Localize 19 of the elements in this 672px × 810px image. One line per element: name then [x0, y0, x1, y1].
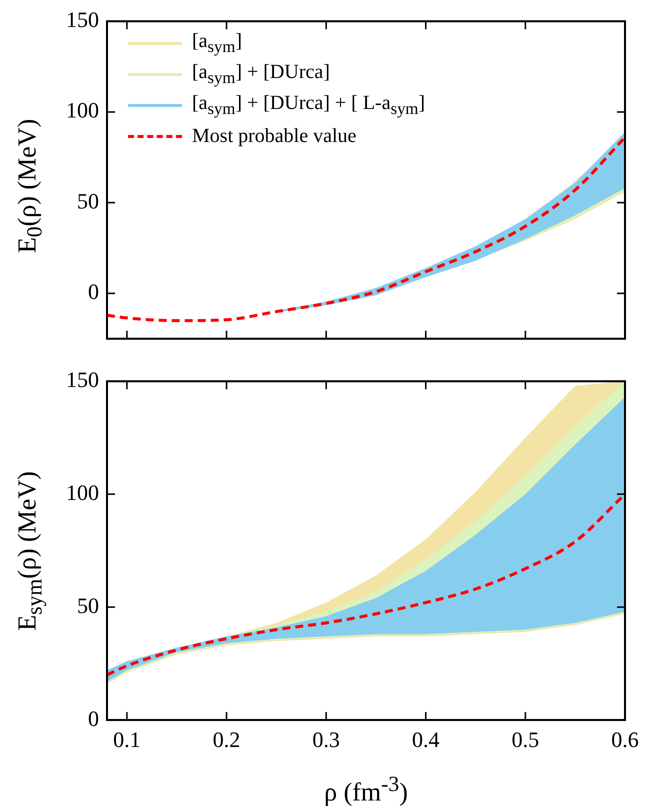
legend-label: [a$_{sym}$] + [DUrca]	[192, 61, 330, 88]
x-tick-label: 0.6	[611, 726, 639, 752]
x-tick-label: 0.2	[212, 726, 240, 752]
x-tick-label: 0.4	[412, 726, 440, 752]
y-tick-label: 100	[66, 98, 99, 123]
legend-label: Most probable value	[192, 125, 356, 148]
x-axis-title: ρ (fm$^{-3}$)	[324, 772, 408, 808]
y-tick-label: 0	[88, 279, 99, 304]
legend-label: [a$_{sym}$]	[192, 30, 242, 57]
y-tick-label: 50	[77, 592, 99, 618]
y-tick-label: 150	[66, 366, 99, 392]
x-tick-label: 0.3	[312, 726, 340, 752]
y-tick-label: 50	[77, 188, 99, 214]
y-tick-label: 150	[66, 6, 99, 32]
legend-label: [a$_{sym}$] + [DUrca] + [ L-a$_{sym}$]	[192, 92, 426, 119]
x-tick-label: 0.1	[113, 726, 141, 752]
y-tick-label: 0	[88, 706, 99, 731]
y-tick-label: 100	[66, 480, 99, 505]
x-tick-label: 0.5	[512, 726, 540, 752]
